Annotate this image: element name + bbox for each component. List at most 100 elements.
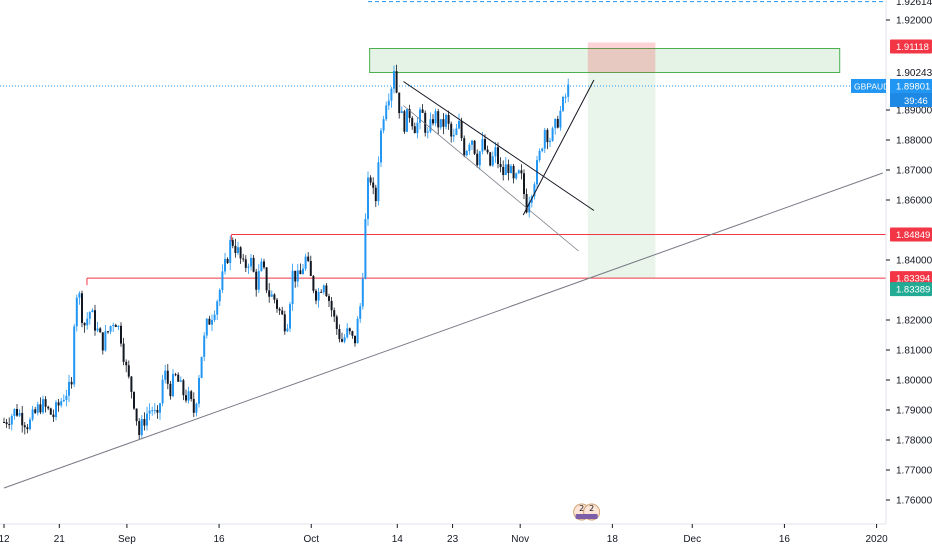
candle-body: [289, 304, 291, 329]
candle-body: [70, 381, 73, 385]
candle: [234, 238, 237, 258]
candle: [460, 117, 463, 142]
candle: [380, 127, 382, 168]
candle-body: [432, 119, 434, 124]
candle-body: [10, 415, 13, 425]
candle-body: [104, 331, 107, 351]
candle-body: [36, 404, 39, 413]
candle: [450, 121, 453, 143]
candle-body: [372, 182, 375, 188]
candle-body: [242, 258, 245, 260]
candle: [177, 372, 180, 382]
candle-body: [213, 314, 216, 320]
candle: [294, 270, 297, 288]
level-tag-4-bg: [890, 282, 932, 297]
price-tick-label: 1.80000: [896, 376, 932, 387]
candle: [390, 86, 393, 108]
candle: [489, 151, 492, 167]
candle-body: [185, 395, 187, 401]
candle: [307, 252, 310, 263]
candle-body: [172, 374, 174, 397]
candle: [5, 418, 8, 428]
candle-body: [416, 122, 419, 134]
candle-body: [426, 131, 429, 133]
time-axis[interactable]: 12 21 Sep 16 Oct 14 23 Nov 18 Dec 16 2020: [0, 524, 888, 545]
candle-body: [138, 421, 141, 436]
candle: [400, 106, 403, 114]
candle-body: [564, 96, 567, 98]
candle: [57, 398, 60, 412]
candle: [60, 397, 63, 408]
candle-body: [476, 153, 479, 166]
candle: [421, 104, 424, 114]
candle: [413, 122, 416, 134]
candle: [281, 306, 284, 316]
candle-body: [13, 409, 16, 416]
candle: [382, 115, 385, 134]
candle: [556, 115, 559, 129]
candle-body: [161, 379, 164, 404]
candle: [161, 374, 164, 407]
candle-body: [538, 150, 541, 161]
candle: [260, 258, 263, 272]
candle-body: [302, 268, 304, 275]
candle: [338, 324, 341, 343]
candle: [491, 151, 494, 167]
level-tag-4-text: 1.83389: [896, 285, 930, 296]
candle: [200, 356, 203, 379]
level-tag-3-text: 1.83394: [896, 274, 930, 285]
candle: [151, 406, 154, 416]
candle-body: [205, 318, 208, 336]
candle-body: [333, 310, 336, 317]
candle: [322, 284, 325, 295]
candle-body: [486, 149, 489, 153]
candle: [70, 377, 73, 389]
candle-body: [109, 326, 112, 332]
candle-body: [229, 240, 232, 263]
candle: [49, 407, 52, 415]
price-axis[interactable]: 1.76000 1.77000 1.78000 1.79000 1.80000 1.810…: [886, 0, 932, 507]
candle-body: [276, 299, 278, 309]
candle: [73, 323, 76, 388]
candle: [406, 108, 408, 132]
candle: [273, 293, 276, 304]
price-tick-label: 1.89000: [896, 106, 932, 117]
candle: [146, 406, 148, 431]
candle-body: [257, 271, 260, 290]
candle-body: [322, 285, 325, 293]
candle-body: [190, 391, 193, 400]
candle-body: [484, 139, 486, 150]
candle-body: [140, 419, 143, 436]
candle-body: [385, 105, 388, 120]
candle: [463, 135, 466, 158]
candle-body: [567, 84, 570, 97]
candle-body: [348, 328, 351, 332]
candle: [458, 113, 460, 130]
candle-body: [270, 294, 273, 297]
candle-body: [562, 96, 564, 111]
candle-body: [400, 111, 403, 114]
resistance-zone: [369, 48, 841, 73]
candle: [510, 163, 512, 174]
candle-body: [429, 119, 432, 132]
candle-body: [122, 343, 125, 362]
candle: [528, 196, 531, 218]
candle-body: [96, 328, 99, 331]
candle-body: [304, 256, 307, 269]
candle-body: [546, 129, 549, 143]
candle-body: [94, 310, 96, 331]
candle: [471, 139, 473, 150]
candle-body: [455, 128, 458, 135]
candle: [75, 294, 78, 332]
candle-body: [315, 290, 317, 301]
candle-body: [239, 247, 242, 259]
candle: [538, 148, 541, 163]
candle: [192, 392, 195, 418]
candle-body: [543, 129, 546, 149]
candle-body: [424, 112, 427, 133]
candle-body: [377, 162, 380, 202]
candle: [549, 137, 551, 148]
candle: [315, 288, 317, 305]
